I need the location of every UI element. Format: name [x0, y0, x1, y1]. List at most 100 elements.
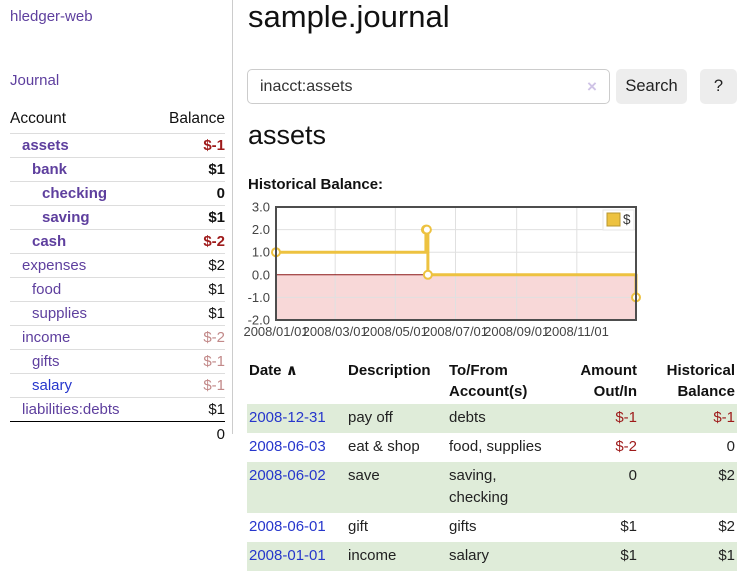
- transaction-amount: $1: [620, 518, 637, 535]
- account-row: cash $-2: [10, 229, 225, 254]
- account-link[interactable]: food: [32, 281, 62, 298]
- brand-link[interactable]: hledger-web: [10, 8, 93, 25]
- account-link[interactable]: expenses: [22, 257, 87, 274]
- account-row: expenses $2: [10, 253, 225, 278]
- account-column-header: To/From Account(s): [449, 362, 528, 400]
- register-table: Date ∧ Description To/From Account(s) Am…: [247, 358, 737, 571]
- sidebar-item-journal[interactable]: Journal: [10, 72, 60, 89]
- transaction-date-link[interactable]: 2008-06-02: [249, 467, 326, 484]
- transaction-balance: $2: [718, 467, 735, 484]
- transaction-amount: $-2: [615, 438, 637, 455]
- account-row: liabilities:debts $1: [10, 397, 225, 422]
- date-column-header[interactable]: Date ∧: [249, 362, 298, 379]
- search-form: × Search ?: [247, 69, 742, 104]
- svg-text:2008/11/01: 2008/11/01: [545, 324, 609, 339]
- account-column-header: Account: [10, 108, 153, 134]
- account-row: assets $-1: [10, 133, 225, 158]
- clear-search-icon[interactable]: ×: [587, 77, 597, 96]
- account-balance: $2: [152, 253, 225, 278]
- transaction-row: 2008-06-03 eat & shop food, supplies $-2 0: [247, 433, 737, 462]
- account-heading: assets: [248, 120, 327, 150]
- transaction-description: income: [348, 547, 397, 564]
- svg-text:2008/09/01: 2008/09/01: [484, 324, 549, 339]
- account-row: saving $1: [10, 205, 225, 230]
- account-link[interactable]: salary: [32, 377, 73, 394]
- main-content: sample.journal × Search ? assets Histori…: [243, 0, 742, 582]
- balance-column-header: Historical Balance: [666, 362, 735, 400]
- account-row: income $-2: [10, 325, 225, 350]
- svg-text:3.0: 3.0: [252, 200, 270, 215]
- account-link[interactable]: checking: [42, 185, 108, 202]
- svg-text:0.0: 0.0: [252, 267, 270, 282]
- account-balance: $1: [152, 397, 225, 422]
- account-balance: $-2: [152, 325, 225, 350]
- sort-asc-icon: ∧: [285, 362, 298, 379]
- account-link[interactable]: gifts: [32, 353, 60, 370]
- account-link[interactable]: liabilities:debts: [22, 401, 120, 418]
- svg-text:1.0: 1.0: [252, 245, 270, 260]
- svg-text:2008/03/01: 2008/03/01: [303, 324, 368, 339]
- svg-text:2.0: 2.0: [252, 222, 270, 237]
- transaction-row: 2008-06-01 gift gifts $1 $2: [247, 513, 737, 542]
- account-balance: $1: [152, 301, 225, 326]
- account-row: gifts $-1: [10, 349, 225, 374]
- chart-svg: $3.0 2.0 1.0 0.0 -1.0 -2.02008/01/012008/03/0…: [243, 200, 641, 339]
- transaction-amount: $1: [620, 547, 637, 564]
- transaction-date-link[interactable]: 2008-06-01: [249, 518, 326, 535]
- account-balance: $-1: [152, 133, 225, 158]
- transaction-date-link[interactable]: 2008-12-31: [249, 409, 326, 426]
- account-link[interactable]: supplies: [32, 305, 88, 322]
- account-row: food $1: [10, 277, 225, 302]
- account-row: checking 0: [10, 181, 225, 206]
- transaction-accounts: saving, checking: [449, 467, 509, 506]
- transaction-accounts: food, supplies: [449, 438, 542, 455]
- transaction-amount: $-1: [615, 409, 637, 426]
- transaction-accounts: gifts: [449, 518, 477, 535]
- transaction-description: gift: [348, 518, 369, 535]
- transaction-balance: $1: [718, 547, 735, 564]
- register-table-body: 2008-12-31 pay off debts $-1 $-1 2008-06-03 ea…: [247, 404, 737, 571]
- account-balance: 0: [152, 181, 225, 206]
- transaction-balance: $2: [718, 518, 735, 535]
- transaction-row: 2008-06-02 save saving, checking 0 $2: [247, 462, 737, 513]
- transaction-description: pay off: [348, 409, 393, 426]
- account-balance: $-1: [152, 373, 225, 398]
- svg-text:-2.0: -2.0: [248, 313, 270, 328]
- account-balance-table: Account Balance assets $-1 bank $1 checking 0…: [10, 108, 225, 446]
- balance-column-header: Balance: [152, 108, 225, 134]
- svg-text:2008/07/01: 2008/07/01: [423, 324, 488, 339]
- transaction-date-link[interactable]: 2008-06-03: [249, 438, 326, 455]
- account-link[interactable]: bank: [32, 161, 68, 178]
- amount-column-header: Amount Out/In: [580, 362, 637, 400]
- search-button[interactable]: Search: [616, 69, 687, 104]
- transaction-date-link[interactable]: 2008-01-01: [249, 547, 326, 564]
- account-row: bank $1: [10, 157, 225, 182]
- historical-balance-chart: $3.0 2.0 1.0 0.0 -1.0 -2.0 2008/01/01 2008/03/0…: [243, 200, 742, 350]
- account-balance: $-1: [152, 349, 225, 374]
- description-column-header: Description: [348, 362, 431, 379]
- account-balance: $1: [152, 205, 225, 230]
- account-link[interactable]: cash: [32, 233, 67, 250]
- sidebar: hledger-web Journal Account Balance asse…: [0, 0, 233, 443]
- total-balance: 0: [216, 426, 225, 443]
- account-balance: $1: [152, 157, 225, 182]
- account-row: supplies $1: [10, 301, 225, 326]
- svg-text:2008/01/01: 2008/01/01: [243, 324, 308, 339]
- transaction-accounts: debts: [449, 409, 486, 426]
- transaction-balance: $-1: [713, 409, 735, 426]
- account-link[interactable]: assets: [22, 137, 69, 154]
- transaction-row: 2008-12-31 pay off debts $-1 $-1: [247, 404, 737, 433]
- transaction-row: 2008-01-01 income salary $1 $1: [247, 542, 737, 571]
- transaction-description: save: [348, 467, 380, 484]
- svg-text:2008/05/01: 2008/05/01: [363, 324, 428, 339]
- account-balance: $-2: [152, 229, 225, 254]
- account-row: salary $-1: [10, 373, 225, 398]
- search-input[interactable]: [247, 69, 610, 104]
- transaction-description: eat & shop: [348, 438, 420, 455]
- page-title: sample.journal: [248, 0, 450, 34]
- transaction-balance: 0: [726, 438, 735, 455]
- account-link[interactable]: income: [22, 329, 71, 346]
- help-button[interactable]: ?: [700, 69, 737, 104]
- svg-text:-1.0: -1.0: [248, 290, 270, 305]
- account-link[interactable]: saving: [42, 209, 90, 226]
